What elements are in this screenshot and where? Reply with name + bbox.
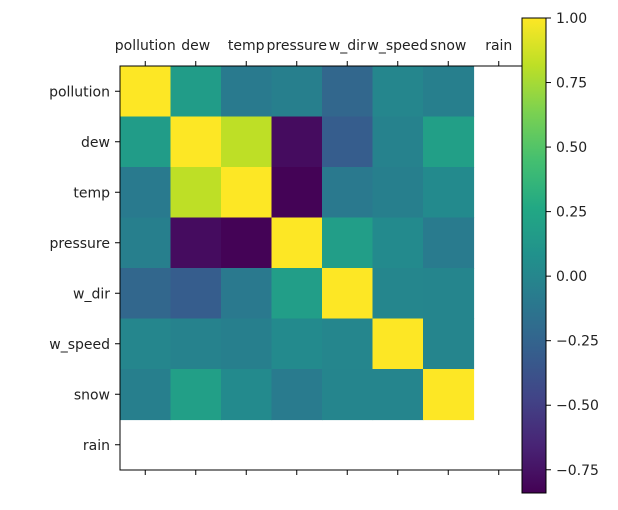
heatmap-cell-temp-pressure [271, 167, 323, 219]
y-tick-label-w-speed: w_speed [49, 337, 110, 353]
heatmap-cell-snow-pollution [120, 369, 172, 421]
heatmap-cell-dew-snow [423, 116, 475, 168]
heatmap-cell-w-dir-pollution [120, 268, 172, 320]
heatmap-cell-w-speed-pollution [120, 318, 172, 370]
heatmap-cell-snow-w-speed [372, 369, 424, 421]
x-tick-label-w-speed: w_speed [367, 38, 428, 54]
heatmap-cell-pressure-snow [423, 217, 475, 269]
heatmap-cell-w-dir-pressure [271, 268, 323, 320]
heatmap-cell-temp-w-dir [322, 167, 374, 219]
x-tick-label-pressure: pressure [267, 38, 327, 54]
heatmap-cell-pollution-pollution [120, 66, 172, 118]
heatmap-cell-w-speed-temp [221, 318, 273, 370]
colorbar-tick-label-5: −0.25 [556, 334, 599, 350]
heatmap-cell-dew-temp [221, 116, 273, 168]
heatmap-cell-w-speed-w-dir [322, 318, 374, 370]
x-axis-ticks: pollution dew temp pressure w_dir w_speed snow… [115, 38, 512, 475]
colorbar-tick-label-3: 0.25 [556, 205, 587, 221]
colorbar-tick-label-6: −0.50 [556, 398, 599, 414]
colorbar-gradient [521, 17, 547, 494]
colorbar-tick-label-4: 0.00 [556, 269, 587, 285]
y-tick-label-snow: snow [74, 387, 110, 403]
y-tick-label-rain: rain [83, 438, 110, 454]
heatmap-cell-dew-dew [170, 116, 222, 168]
heatmap-cell-pressure-w-speed [372, 217, 424, 269]
heatmap-cell-pressure-pressure [271, 217, 323, 269]
x-tick-label-snow: snow [430, 38, 466, 54]
heatmap-cell-temp-temp [221, 167, 273, 219]
colorbar-tick-label-0: 1.00 [556, 11, 587, 27]
heatmap-cell-snow-pressure [271, 369, 323, 421]
x-tick-label-pollution: pollution [115, 38, 176, 54]
heatmap-cell-snow-dew [170, 369, 222, 421]
heatmap-cells [120, 66, 475, 421]
heatmap-cell-pressure-dew [170, 217, 222, 269]
heatmap-cell-dew-w-dir [322, 116, 374, 168]
colorbar-tick-label-1: 0.75 [556, 76, 587, 92]
heatmap-cell-w-speed-w-speed [372, 318, 424, 370]
heatmap-cell-w-speed-dew [170, 318, 222, 370]
x-tick-label-temp: temp [228, 38, 265, 54]
heatmap-cell-dew-pressure [271, 116, 323, 168]
heatmap-cell-dew-pollution [120, 116, 172, 168]
y-axis-ticks: pollution dew temp pressure w_dir w_speedsnow… [49, 84, 120, 454]
y-tick-label-pressure: pressure [50, 236, 110, 252]
y-tick-label-pollution: pollution [49, 84, 110, 100]
heatmap-cell-w-speed-pressure [271, 318, 323, 370]
heatmap-cell-w-dir-dew [170, 268, 222, 320]
heatmap-cell-w-speed-snow [423, 318, 475, 370]
colorbar-ticks: 1.00 0.75 0.50 0.25 0.00 −0.25 −0.50 −0.75 [546, 11, 599, 479]
heatmap-cell-w-dir-w-speed [372, 268, 424, 320]
heatmap-cell-temp-w-speed [372, 167, 424, 219]
heatmap-cell-snow-w-dir [322, 369, 374, 421]
heatmap-cell-pressure-pollution [120, 217, 172, 269]
heatmap-cell-pollution-w-dir [322, 66, 374, 118]
colorbar [521, 17, 547, 494]
heatmap-cell-w-dir-temp [221, 268, 273, 320]
x-tick-label-w-dir: w_dir [329, 38, 366, 54]
colorbar-tick-label-7: −0.75 [556, 463, 599, 479]
heatmap-cell-temp-snow [423, 167, 475, 219]
heatmap-cell-pollution-pressure [271, 66, 323, 118]
heatmap-cell-snow-snow [423, 369, 475, 421]
heatmap-cell-temp-pollution [120, 167, 172, 219]
heatmap-cell-dew-w-speed [372, 116, 424, 168]
heatmap-cell-pressure-temp [221, 217, 273, 269]
x-tick-label-dew: dew [181, 38, 210, 54]
colorbar-tick-label-2: 0.50 [556, 140, 587, 156]
heatmap-cell-pollution-dew [170, 66, 222, 118]
heatmap-cell-w-dir-w-dir [322, 268, 374, 320]
y-tick-label-temp: temp [73, 185, 110, 201]
heatmap-cell-w-dir-snow [423, 268, 475, 320]
heatmap-cell-snow-temp [221, 369, 273, 421]
y-tick-label-w-dir: w_dir [73, 286, 110, 302]
heatmap-cell-pressure-w-dir [322, 217, 374, 269]
heatmap-cell-pollution-temp [221, 66, 273, 118]
heatmap-cell-pollution-w-speed [372, 66, 424, 118]
y-tick-label-dew: dew [81, 135, 110, 151]
heatmap-cell-temp-dew [170, 167, 222, 219]
x-tick-label-rain: rain [485, 38, 512, 54]
heatmap-cell-pollution-snow [423, 66, 475, 118]
